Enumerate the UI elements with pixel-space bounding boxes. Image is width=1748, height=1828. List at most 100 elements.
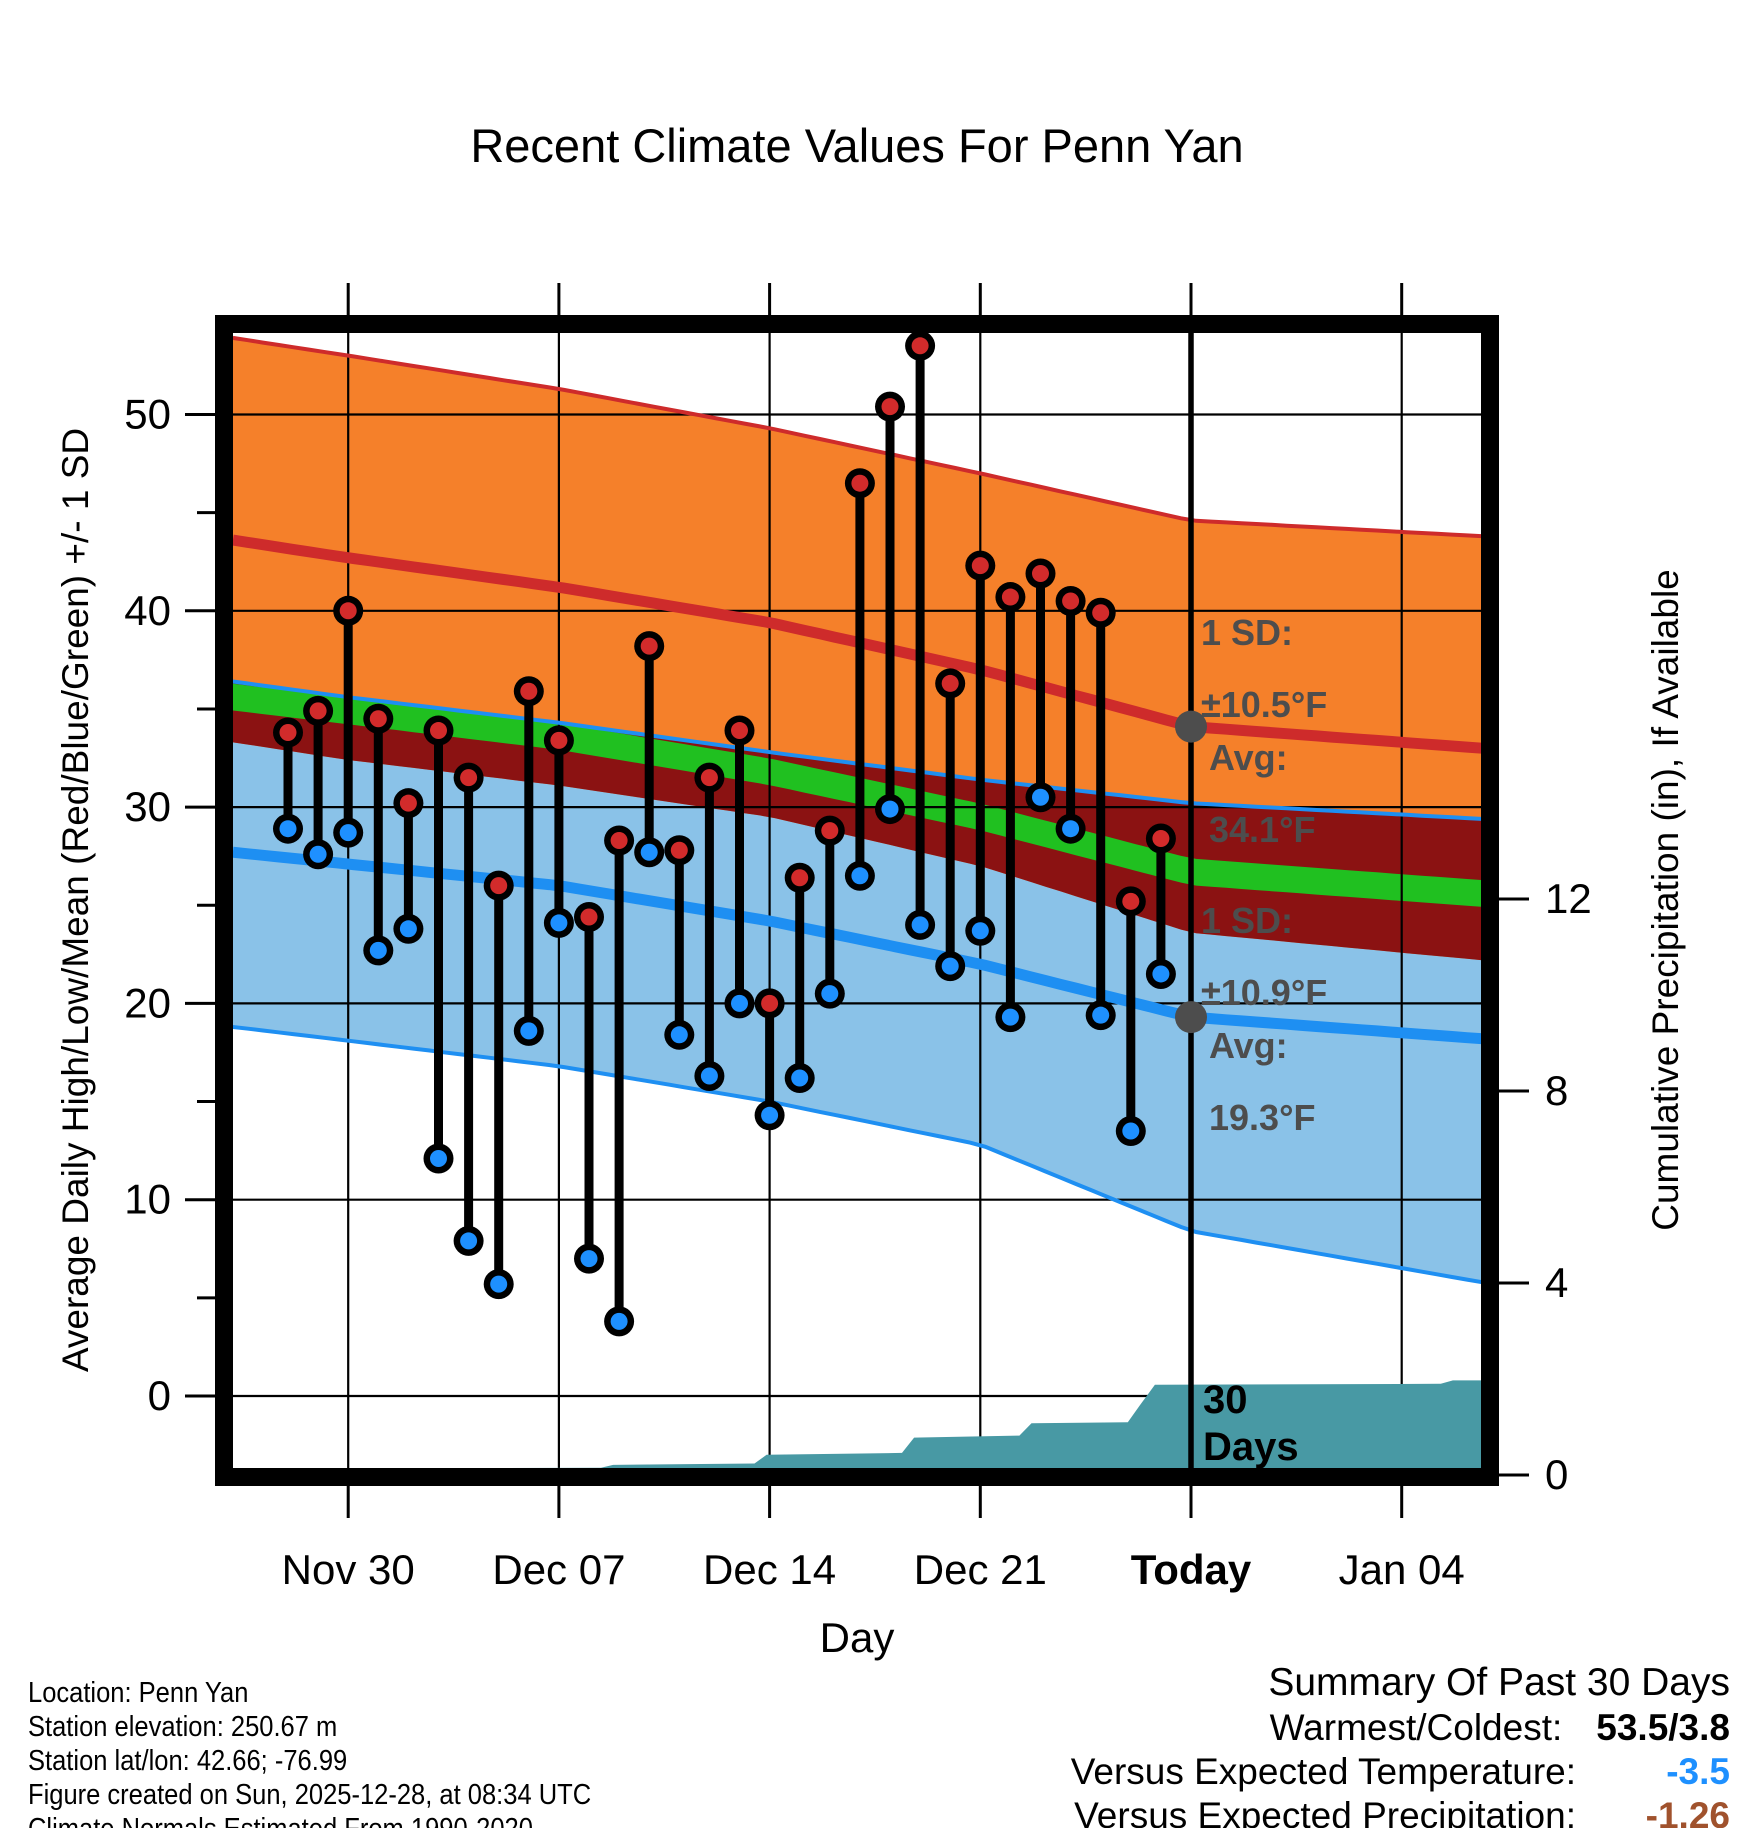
low-dot (430, 1149, 447, 1167)
low-dot (1092, 1006, 1110, 1024)
low-dot (1122, 1122, 1140, 1140)
x-tick-label-Jan-04: Jan 04 (1339, 1546, 1465, 1593)
low-dot (520, 1022, 538, 1040)
x-tick-label-Nov-30: Nov 30 (282, 1546, 415, 1593)
y-right-tick-label: 4 (1545, 1259, 1568, 1306)
y-right-tick-label: 0 (1545, 1451, 1568, 1498)
summary-value-vs-temperature: -3.5 (1666, 1751, 1730, 1792)
high-dot (821, 822, 839, 840)
low-dot (399, 920, 417, 938)
plot-border (215, 315, 1499, 1486)
annotation-sd-low-line2: ±10.9°F (1201, 972, 1327, 1013)
high-dot (881, 398, 899, 416)
high-band-top-line (233, 335, 1481, 539)
summary-block: Summary Of Past 30 Days Warmest/Coldest:… (1071, 1660, 1730, 1828)
annotation-avg-low-line1: Avg: (1209, 1025, 1288, 1066)
annotation-avg-high-line2: 34.1°F (1209, 809, 1315, 850)
high-dot (911, 337, 929, 355)
high-dot (520, 682, 538, 700)
low-dot (580, 1250, 598, 1268)
chart-title: Recent Climate Values For Penn Yan (470, 119, 1243, 172)
y-left-tick-label: 50 (124, 391, 171, 438)
high-dot (851, 474, 869, 492)
summary-title: Summary Of Past 30 Days (1268, 1661, 1730, 1704)
low-dot (670, 1026, 688, 1044)
high-dot (1032, 565, 1049, 583)
low-dot (700, 1067, 718, 1085)
y-left-tick-label: 10 (124, 1176, 171, 1223)
low-dot (971, 922, 989, 940)
station-info-block: Location: Penn Yan Station elevation: 25… (28, 1676, 591, 1828)
y-right-axis-title: Cumulative Precipitation (in), If Availa… (1645, 569, 1686, 1231)
low-dot (369, 941, 387, 959)
low-dot (460, 1232, 478, 1250)
high-dot (1062, 592, 1080, 610)
high-dot (1092, 604, 1110, 622)
annotation-avg-high-line1: Avg: (1209, 737, 1288, 778)
high-dot (339, 602, 357, 620)
high-dot (670, 841, 688, 859)
annotation-period-line2: Days (1203, 1425, 1299, 1469)
high-dot (1152, 830, 1170, 848)
summary-value-vs-precipitation: -1.26 (1645, 1795, 1730, 1828)
low-dot (1152, 965, 1170, 983)
low-dot (911, 916, 929, 934)
high-dot (550, 731, 568, 749)
station-latlon: Station lat/lon: 42.66; -76.99 (28, 1745, 348, 1777)
summary-label: Versus Expected Temperature: (1070, 1751, 1576, 1792)
low-dot (821, 985, 839, 1003)
high-dot (791, 869, 809, 887)
y-right-tick-label: 8 (1545, 1067, 1568, 1114)
summary-row-vs-precipitation: Versus Expected Precipitation: -1.26 (1071, 1794, 1730, 1828)
climate-normals: Climate Normals Estimated From 1990-2020 (28, 1812, 591, 1828)
x-tick-label-Dec-14: Dec 14 (703, 1546, 836, 1593)
low-dot (610, 1312, 628, 1330)
high-dot (971, 557, 989, 575)
station-elevation: Station elevation: 250.67 m (28, 1711, 338, 1743)
annotation-sd-high-line2: ±10.5°F (1201, 684, 1327, 725)
high-dot (490, 877, 508, 895)
high-dot (430, 722, 447, 740)
y-left-tick-label: 30 (124, 783, 171, 830)
low-dot (941, 957, 959, 975)
high-dot (580, 908, 598, 926)
x-tick-label-Dec-21: Dec 21 (914, 1546, 1047, 1593)
high-dot (1001, 588, 1019, 606)
low-dot (339, 824, 357, 842)
station-location: Location: Penn Yan (28, 1677, 249, 1709)
y-left-tick-label: 40 (124, 587, 171, 634)
cumulative-precip-area (233, 1380, 1481, 1468)
summary-value-warmest-coldest: 53.5/3.8 (1596, 1707, 1730, 1748)
high-dot (761, 994, 779, 1012)
annotation-avg-low-line2: 19.3°F (1209, 1097, 1315, 1138)
summary-label: Warmest/Coldest: (1269, 1707, 1563, 1748)
annotation-period-line1: 30 (1203, 1378, 1248, 1422)
x-tick-label-Today: Today (1131, 1546, 1252, 1593)
high-dot (1122, 892, 1140, 910)
x-axis-title: Day (820, 1614, 895, 1661)
high-dot (279, 724, 297, 742)
low-dot (1001, 1008, 1019, 1026)
low-dot (851, 867, 869, 885)
x-tick-label-Dec-07: Dec 07 (492, 1546, 625, 1593)
low-dot (640, 843, 658, 861)
low-dot (731, 994, 748, 1012)
high-dot (610, 831, 628, 849)
figure-created: Figure created on Sun, 2025-12-28, at 08… (28, 1779, 592, 1811)
high-dot (731, 722, 748, 740)
summary-row-vs-temperature: Versus Expected Temperature: -3.5 (1071, 1750, 1730, 1794)
low-dot (791, 1069, 809, 1087)
y-right-tick-label: 12 (1545, 875, 1592, 922)
high-dot (309, 702, 327, 720)
high-dot (369, 710, 387, 728)
annotation-sd-high-line1: 1 SD: (1201, 612, 1293, 653)
high-dot (399, 794, 417, 812)
summary-label: Versus Expected Precipitation: (1074, 1795, 1576, 1828)
low-dot (279, 820, 297, 838)
summary-row-warmest-coldest: Warmest/Coldest: 53.5/3.8 (1071, 1706, 1730, 1750)
low-dot (550, 914, 568, 932)
high-dot (700, 769, 718, 787)
low-dot (761, 1106, 779, 1124)
